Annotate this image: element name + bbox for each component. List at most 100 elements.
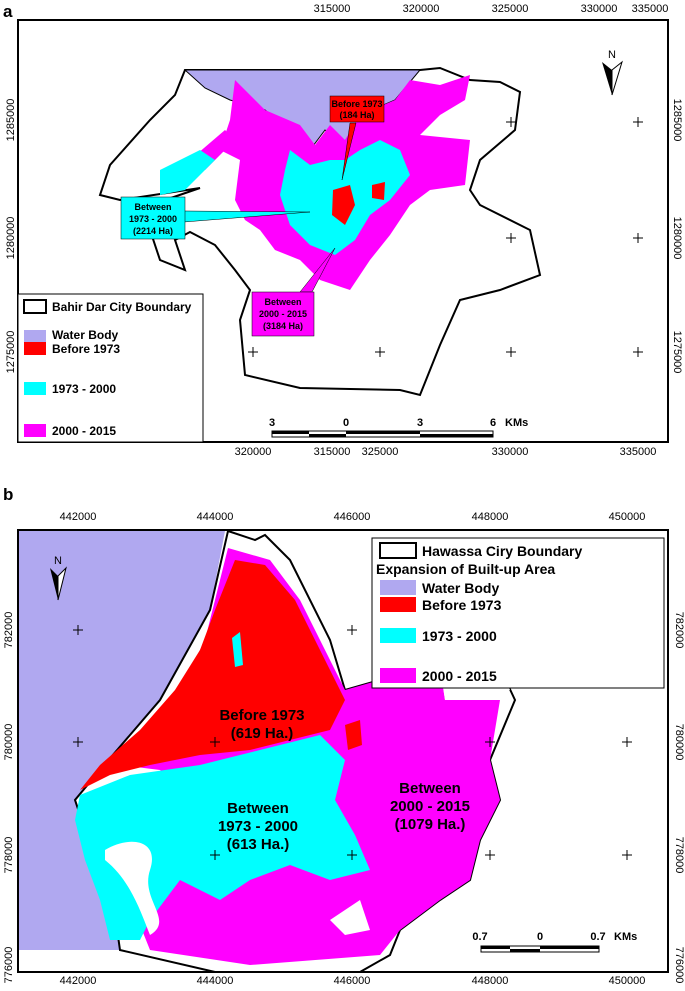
- b-top-x-tick: 446000: [334, 511, 371, 523]
- scale-label: 0.7: [472, 931, 487, 943]
- b-bottom-x-tick: 450000: [609, 975, 646, 986]
- legend-label-before1973: Before 1973: [422, 597, 502, 613]
- b-left-y-tick: 780000: [3, 724, 15, 761]
- callout-text: Before 1973: [331, 99, 382, 109]
- legend-label-water: Water Body: [52, 328, 119, 342]
- b-bottom-x-tick: 444000: [197, 975, 234, 986]
- legend-label-before1973: Before 1973: [52, 342, 120, 356]
- legend-swatch-1973-2000: [380, 628, 416, 643]
- callout-text: Between: [134, 202, 171, 212]
- legend-swatch-before1973: [380, 597, 416, 612]
- legend-label-water: Water Body: [422, 580, 499, 596]
- legend-label-2000-2015: 2000 - 2015: [52, 424, 116, 438]
- callout-text: (184 Ha): [339, 110, 374, 120]
- area-before-1973-b: [80, 560, 345, 790]
- a-bottom-x-tick: 320000: [235, 446, 272, 458]
- label-2000-2015-b: Between: [399, 780, 461, 797]
- legend-b: Hawassa Ciry Boundary Expansion of Built…: [371, 537, 665, 689]
- legend-label-1973-2000: 1973 - 2000: [422, 628, 497, 644]
- label-before-1973-b: (619 Ha.): [231, 725, 294, 742]
- legend-swatch-before1973: [24, 342, 46, 355]
- north-arrow-b: N: [50, 555, 67, 601]
- a-top-x-tick: 320000: [403, 3, 440, 15]
- b-left-y-tick: 776000: [3, 947, 15, 984]
- area-1973-2000-b-patch: [232, 632, 243, 667]
- a-bottom-x-tick: 315000: [314, 446, 351, 458]
- open-land-b: [330, 900, 370, 935]
- label-1973-2000-b: Between: [227, 800, 289, 817]
- a-top-x-tick: 325000: [492, 3, 529, 15]
- callout-text: Between: [264, 297, 301, 307]
- scale-label: 0: [343, 417, 349, 429]
- scale-label: 3: [417, 417, 423, 429]
- area-1973-2000-a-patch: [160, 150, 215, 195]
- callout-text: 2000 - 2015: [259, 309, 307, 319]
- b-top-x-tick: 444000: [197, 511, 234, 523]
- legend-swatch-2000-2015: [380, 668, 416, 683]
- a-right-y-tick: 1275000: [671, 331, 683, 374]
- scale-bar-a: 3 0 3 6 KMs: [269, 417, 528, 438]
- area-before-1973-b-patch: [345, 720, 362, 750]
- legend-swatch-1973-2000: [24, 382, 46, 395]
- b-top-x-tick: 450000: [609, 511, 646, 523]
- a-bottom-x-tick: 335000: [620, 446, 657, 458]
- a-top-x-tick: 335000: [632, 3, 669, 15]
- north-label-b: N: [54, 555, 62, 567]
- label-1973-2000-b: (613 Ha.): [227, 836, 290, 853]
- grid-crosses-a: [248, 117, 643, 357]
- callout-before-1973-a: Before 1973 (184 Ha): [329, 95, 385, 181]
- legend-swatch-water: [380, 580, 416, 595]
- a-top-x-tick: 315000: [314, 3, 351, 15]
- area-before-1973-a: [332, 185, 355, 225]
- b-bottom-x-tick: 448000: [472, 975, 509, 986]
- label-2000-2015-b: (1079 Ha.): [395, 816, 466, 833]
- b-right-y-tick: 778000: [673, 837, 685, 874]
- callout-text: (2214 Ha): [133, 226, 173, 236]
- scale-unit: KMs: [614, 931, 637, 943]
- b-right-y-tick: 782000: [673, 612, 685, 649]
- a-top-x-tick: 330000: [581, 3, 618, 15]
- a-left-y-tick: 1275000: [5, 331, 17, 374]
- scale-unit: KMs: [505, 417, 528, 429]
- legend-a: Bahir Dar City Boundary Water Body Befor…: [17, 293, 204, 443]
- a-bottom-x-tick: 325000: [362, 446, 399, 458]
- b-top-x-tick: 442000: [60, 511, 97, 523]
- callout-2000-2015-a: Between 2000 - 2015 (3184 Ha): [251, 247, 336, 337]
- callout-1973-2000-a: Between 1973 - 2000 (2214 Ha): [120, 196, 311, 240]
- north-label-a: N: [608, 49, 616, 61]
- callout-text: 1973 - 2000: [129, 214, 177, 224]
- a-right-y-tick: 1280000: [671, 217, 683, 260]
- b-bottom-x-tick: 442000: [60, 975, 97, 986]
- legend-title: Expansion of Built-up Area: [376, 561, 555, 577]
- legend-swatch-2000-2015: [24, 424, 46, 437]
- legend-swatch-boundary: [23, 299, 47, 314]
- legend-swatch-boundary: [379, 542, 417, 559]
- panel-b-letter: b: [3, 485, 13, 504]
- label-before-1973-b: Before 1973: [219, 707, 304, 724]
- water-body-b: [19, 531, 225, 950]
- label-1973-2000-b: 1973 - 2000: [218, 818, 298, 835]
- legend-label-2000-2015: 2000 - 2015: [422, 668, 497, 684]
- a-left-y-tick: 1285000: [5, 99, 17, 142]
- b-top-x-tick: 448000: [472, 511, 509, 523]
- panel-a-letter: a: [3, 2, 13, 21]
- legend-label-1973-2000: 1973 - 2000: [52, 382, 116, 396]
- b-left-y-tick: 778000: [3, 837, 15, 874]
- open-land-b: [105, 841, 160, 935]
- b-bottom-x-tick: 446000: [334, 975, 371, 986]
- scale-label: 3: [269, 417, 275, 429]
- north-arrow-a: N: [602, 49, 623, 96]
- scale-label: 0: [537, 931, 543, 943]
- scale-label: 0.7: [590, 931, 605, 943]
- a-left-y-tick: 1280000: [5, 217, 17, 260]
- legend-swatch-water: [24, 330, 46, 342]
- a-bottom-x-tick: 330000: [492, 446, 529, 458]
- label-2000-2015-b: 2000 - 2015: [390, 798, 470, 815]
- scale-bar-b: 0.7 0 0.7 KMs: [472, 931, 637, 953]
- b-left-y-tick: 782000: [3, 612, 15, 649]
- a-right-y-tick: 1285000: [671, 99, 683, 142]
- b-right-y-tick: 780000: [673, 724, 685, 761]
- legend-label-boundary: Bahir Dar City Boundary: [52, 300, 192, 314]
- callout-text: (3184 Ha): [263, 321, 303, 331]
